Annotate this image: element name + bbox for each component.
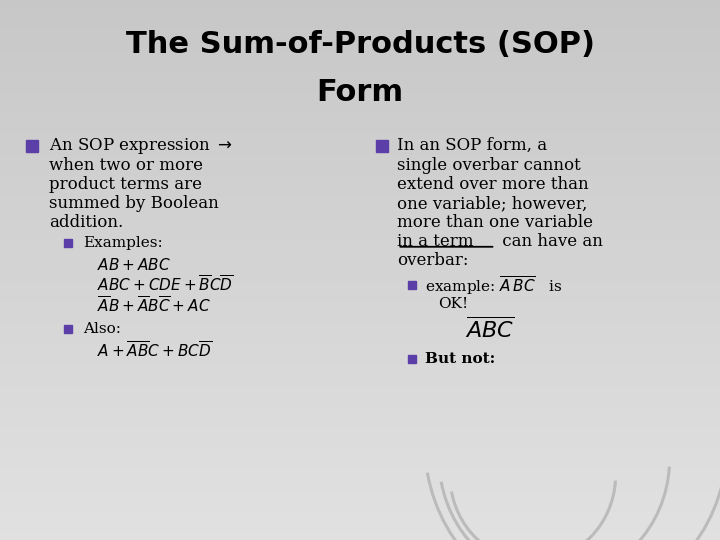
Text: Examples:: Examples:: [83, 236, 163, 250]
Text: more than one variable: more than one variable: [397, 214, 593, 231]
Text: example: $\overline{A}\,\overline{BC}$   is: example: $\overline{A}\,\overline{BC}$ i…: [425, 274, 562, 296]
Text: summed by Boolean: summed by Boolean: [49, 195, 219, 212]
Text: addition.: addition.: [49, 214, 123, 231]
Text: But not:: But not:: [425, 352, 495, 366]
Text: Also:: Also:: [83, 322, 121, 336]
Text: Form: Form: [316, 78, 404, 107]
Text: $\overline{A}B + \overline{A}B\overline{C} + AC$: $\overline{A}B + \overline{A}B\overline{…: [97, 295, 211, 316]
Text: when two or more: when two or more: [49, 157, 203, 174]
Text: one variable; however,: one variable; however,: [397, 195, 588, 212]
Text: can have an: can have an: [497, 233, 603, 250]
Text: overbar:: overbar:: [397, 252, 469, 269]
Text: OK!: OK!: [438, 297, 468, 311]
Text: $A + \overline{AB}C + BC\overline{D}$: $A + \overline{AB}C + BC\overline{D}$: [97, 341, 212, 361]
Text: extend over more than: extend over more than: [397, 176, 589, 193]
Text: An SOP expression $\rightarrow$: An SOP expression $\rightarrow$: [49, 136, 233, 156]
Text: In an SOP form, a: In an SOP form, a: [397, 137, 548, 154]
Text: in a term: in a term: [397, 233, 474, 250]
Text: $\overline{ABC}$: $\overline{ABC}$: [465, 317, 514, 342]
Text: product terms are: product terms are: [49, 176, 202, 193]
Text: $ABC + CDE + \overline{B}C\overline{D}$: $ABC + CDE + \overline{B}C\overline{D}$: [97, 275, 234, 295]
Text: $AB + ABC$: $AB + ABC$: [97, 256, 171, 273]
Text: single overbar cannot: single overbar cannot: [397, 157, 581, 174]
Text: The Sum-of-Products (SOP): The Sum-of-Products (SOP): [125, 30, 595, 59]
